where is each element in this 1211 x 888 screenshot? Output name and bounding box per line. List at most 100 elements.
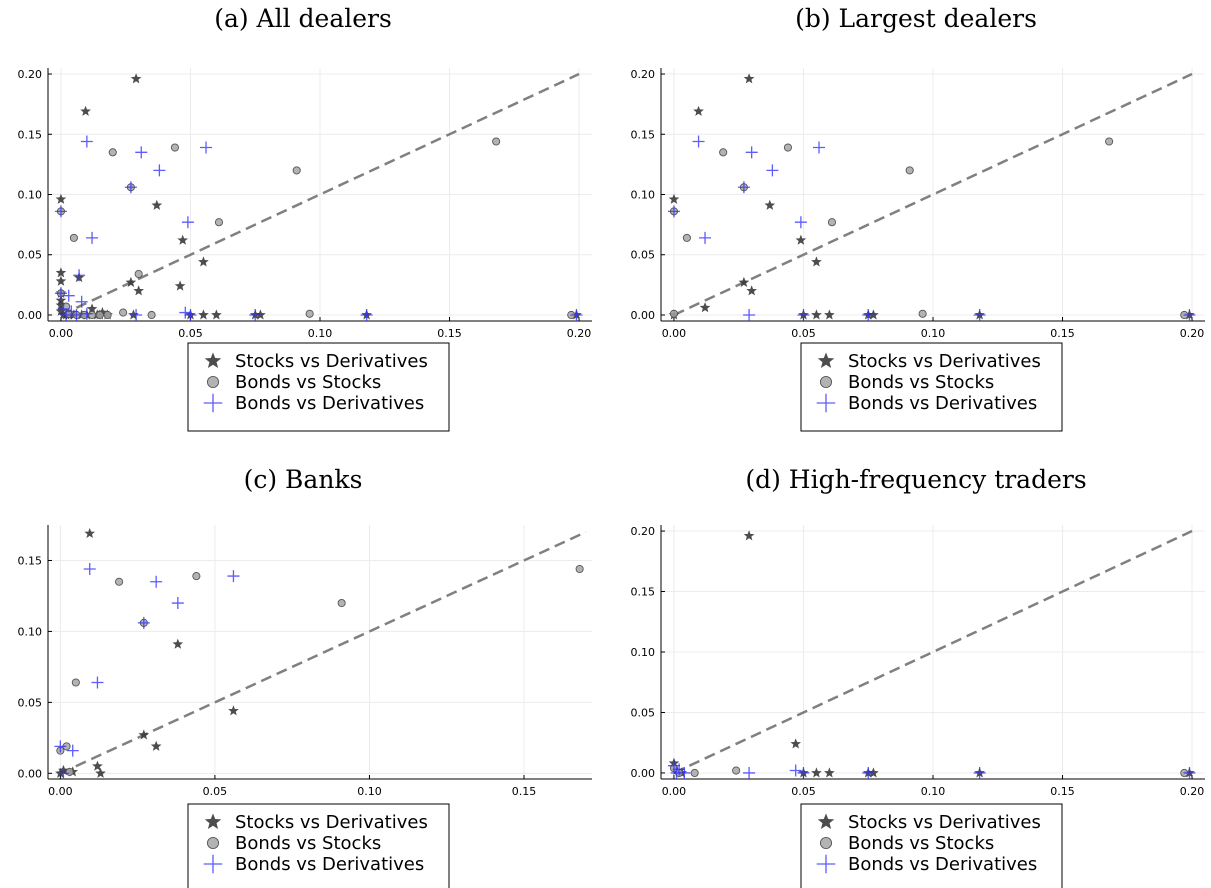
legend-label: Bonds vs Derivatives xyxy=(848,393,1037,414)
legend-label: Stocks vs Derivatives xyxy=(235,812,428,833)
data-point xyxy=(184,308,197,321)
data-point xyxy=(92,760,103,771)
series-stocks-vs-derivatives xyxy=(668,73,1195,320)
legend-label: Stocks vs Derivatives xyxy=(848,812,1041,833)
data-point xyxy=(824,309,835,320)
panel-all-dealers: (a) All dealers 0.00 0.05 0.10 0.15 0.20 0.00… xyxy=(18,4,592,432)
diagonal-line xyxy=(673,72,1193,317)
panel-title: (b) Largest dealers xyxy=(795,4,1037,33)
data-point xyxy=(690,768,699,778)
data-point xyxy=(669,309,679,318)
data-point xyxy=(824,767,835,778)
y-tick-label: 0.20 xyxy=(631,68,656,81)
data-point xyxy=(719,148,728,157)
panel-title: (c) Banks xyxy=(244,465,363,494)
data-point xyxy=(181,216,194,229)
panel-banks: (c) Banks 0.00 0.05 0.10 0.15 0.00 0.05 0.10 0.… xyxy=(18,465,592,888)
x-tick-label: 0.00 xyxy=(662,327,687,340)
y-tick-label: 0.15 xyxy=(631,128,656,141)
data-point xyxy=(198,256,209,267)
data-point xyxy=(249,308,262,321)
x-tick-label: 0.10 xyxy=(921,785,946,798)
x-tick-label: 0.00 xyxy=(49,327,74,340)
diagonal-line xyxy=(59,530,587,775)
legend-label: Bonds vs Stocks xyxy=(235,372,381,393)
data-point xyxy=(138,729,150,740)
x-tick-label: 0.15 xyxy=(1050,327,1075,340)
data-point xyxy=(55,193,67,204)
y-tick-label: 0.10 xyxy=(18,189,43,202)
data-point xyxy=(130,73,142,84)
data-point xyxy=(790,738,802,749)
data-point xyxy=(65,767,74,776)
x-tick-label: 0.15 xyxy=(437,327,462,340)
data-point xyxy=(108,148,117,157)
data-point xyxy=(745,146,758,159)
x-tick-label: 0.20 xyxy=(1180,327,1205,340)
data-point xyxy=(130,308,143,321)
x-tick-label: 0.05 xyxy=(791,785,816,798)
data-point xyxy=(973,308,986,321)
legend-marker xyxy=(203,854,223,874)
legend-label: Stocks vs Derivatives xyxy=(848,351,1041,372)
y-tick-label: 0.05 xyxy=(631,249,656,262)
legend-label: Bonds vs Derivatives xyxy=(848,854,1037,875)
y-tick-label: 0.00 xyxy=(631,767,656,780)
legend-box xyxy=(187,803,450,888)
data-point xyxy=(699,302,711,313)
legend-box xyxy=(800,803,1063,888)
legend-box xyxy=(800,342,1063,432)
data-point xyxy=(91,676,104,689)
series-stocks-vs-derivatives xyxy=(55,527,239,778)
legend-marker xyxy=(206,836,220,850)
data-point xyxy=(1105,137,1114,146)
x-tick-label: 0.05 xyxy=(791,327,816,340)
data-point xyxy=(80,307,93,320)
data-point xyxy=(150,740,162,751)
legend-box xyxy=(187,342,450,432)
data-point xyxy=(103,310,112,320)
series-bonds-vs-derivatives xyxy=(54,562,240,780)
data-point xyxy=(150,575,163,588)
data-point xyxy=(211,309,222,320)
data-point xyxy=(973,766,986,779)
series-bonds-vs-derivatives xyxy=(54,135,583,321)
data-point xyxy=(811,256,822,267)
data-point xyxy=(86,303,98,314)
y-tick-label: 0.15 xyxy=(631,586,656,599)
x-tick-label: 0.05 xyxy=(203,785,228,798)
data-point xyxy=(73,269,86,282)
data-point xyxy=(55,267,67,278)
data-point xyxy=(492,137,501,146)
data-point xyxy=(827,218,837,227)
data-point xyxy=(811,767,822,778)
data-point xyxy=(171,597,184,610)
data-point xyxy=(151,199,163,210)
data-point xyxy=(305,309,314,318)
legend-label: Bonds vs Stocks xyxy=(848,372,994,393)
series-stocks-vs-derivatives xyxy=(668,530,1195,778)
data-point xyxy=(86,231,99,244)
data-point xyxy=(667,205,680,218)
legend-label: Bonds vs Stocks xyxy=(235,833,381,854)
data-point xyxy=(795,234,807,245)
legend-marker xyxy=(817,352,835,369)
panel-title: (a) All dealers xyxy=(214,4,392,33)
data-point xyxy=(57,767,70,780)
y-tick-label: 0.00 xyxy=(18,767,43,780)
data-point xyxy=(797,766,810,779)
legend-marker xyxy=(204,352,222,369)
data-point xyxy=(71,678,80,687)
y-tick-label: 0.05 xyxy=(18,696,43,709)
panel-title: (d) High-frequency traders xyxy=(745,465,1086,494)
data-point xyxy=(737,181,750,194)
data-point xyxy=(75,295,88,308)
data-point xyxy=(783,143,792,152)
legend-label: Stocks vs Derivatives xyxy=(235,351,428,372)
data-point xyxy=(119,308,128,317)
data-point xyxy=(360,308,373,321)
data-point xyxy=(228,705,239,716)
